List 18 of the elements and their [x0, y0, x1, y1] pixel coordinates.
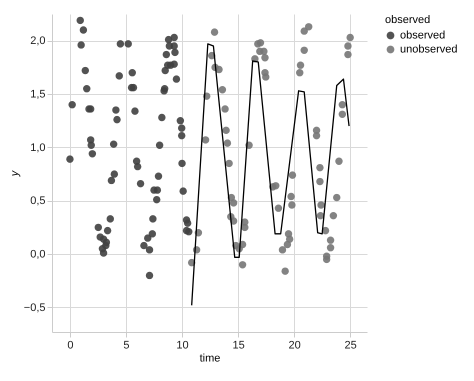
y-axis-title: y: [8, 169, 21, 178]
y-tick-label: 0,0: [30, 248, 46, 261]
x-tick-label: 15: [232, 340, 245, 352]
x-tick-label: 5: [123, 340, 130, 352]
line-series: [191, 43, 350, 306]
x-tick-label: 25: [344, 340, 357, 352]
y-tick-label: 1,0: [30, 142, 46, 154]
x-tick-label: 20: [288, 340, 301, 352]
legend-label: unobserved: [400, 44, 458, 56]
y-tick-label: 2,0: [30, 35, 46, 48]
y-tick-label: −0,5: [24, 302, 46, 314]
x-tick-label: 10: [176, 340, 189, 352]
legend-title: observed: [385, 14, 430, 26]
legend-label: observed: [400, 30, 446, 42]
x-axis-title: time: [200, 352, 220, 364]
x-tick-label: 0: [67, 340, 74, 352]
y-tick-label: 1,5: [30, 88, 46, 101]
y-tick-label: 0,5: [30, 195, 46, 208]
